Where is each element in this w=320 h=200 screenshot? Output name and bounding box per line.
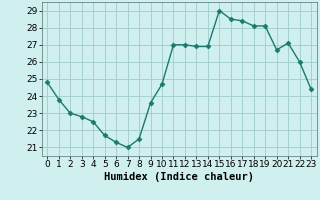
X-axis label: Humidex (Indice chaleur): Humidex (Indice chaleur): [104, 172, 254, 182]
